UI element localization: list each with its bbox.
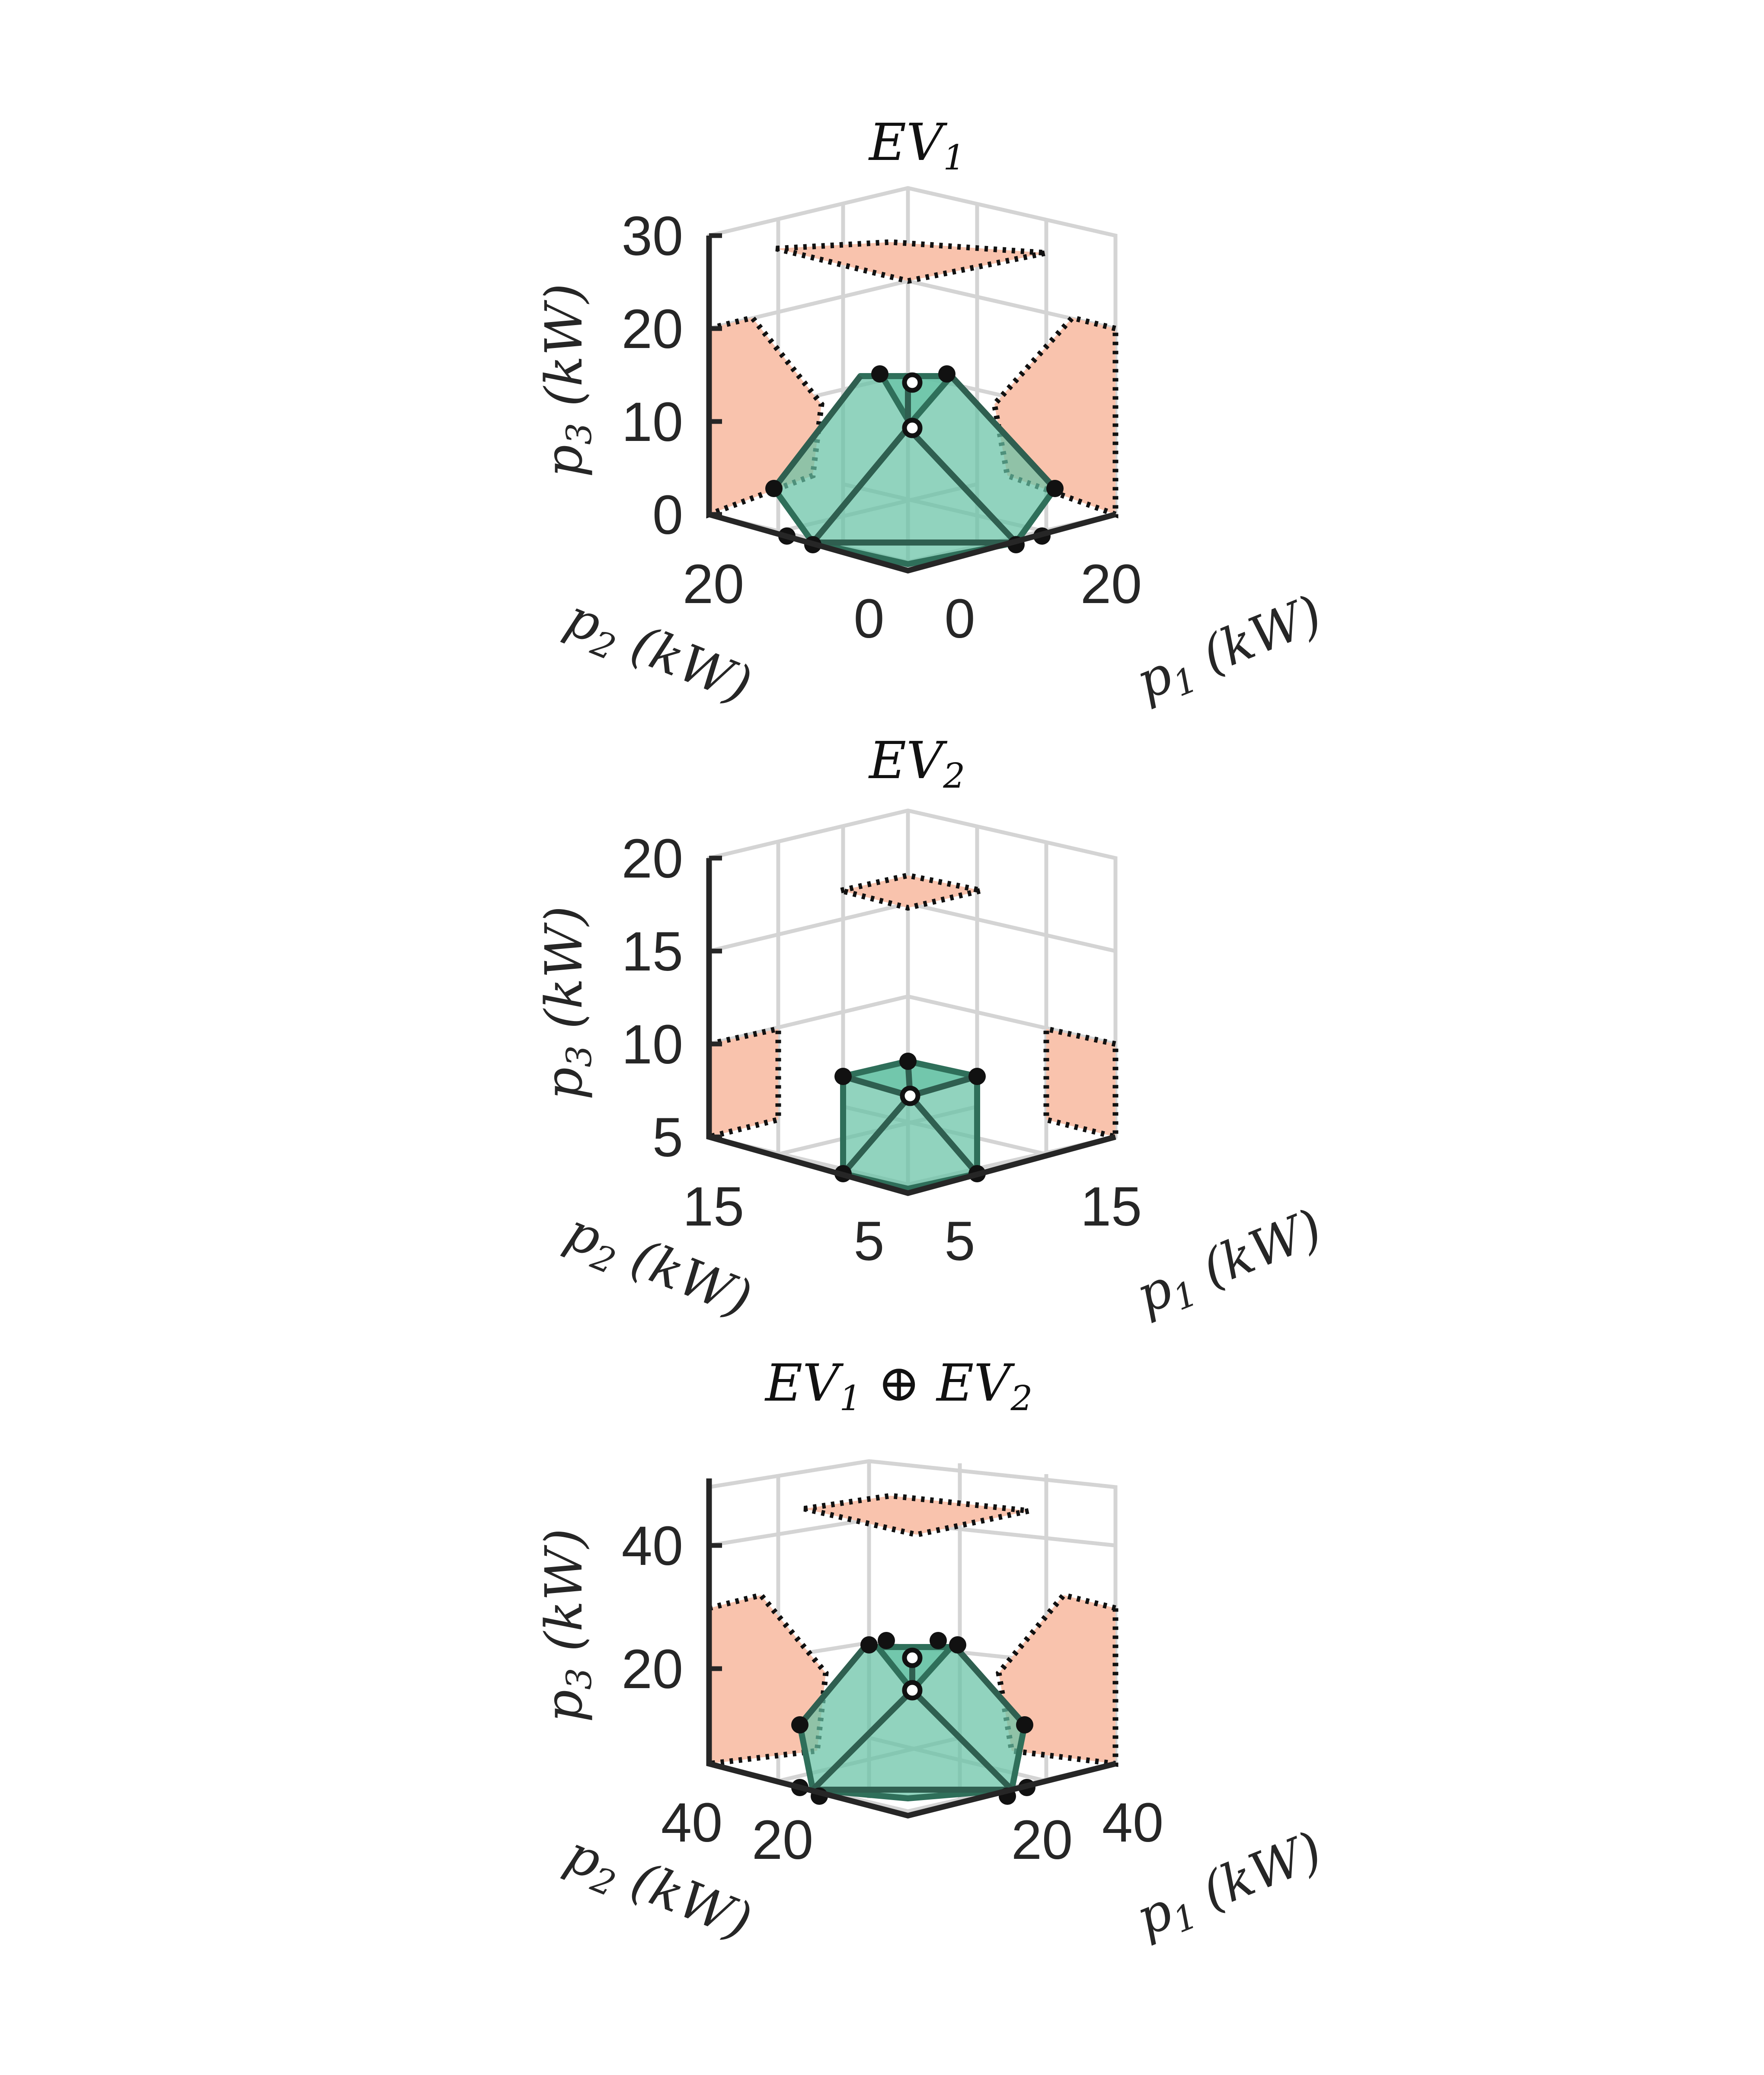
z-axis-label: p3 (kW) — [534, 906, 599, 1100]
z-tick-label: 10 — [622, 1014, 683, 1076]
y-axis-label: p2 (kW) — [556, 1823, 760, 1957]
axes — [706, 1478, 1116, 1819]
z-tick-label: 0 — [652, 484, 683, 546]
axes — [706, 233, 1116, 574]
x-tick-label: 0 — [944, 588, 975, 650]
y-tick-label: 5 — [853, 1210, 884, 1272]
z-tick-label: 10 — [622, 391, 683, 453]
vertex — [1046, 480, 1064, 497]
panel-ev1: EV1 — [534, 112, 1333, 717]
vertex — [900, 1085, 920, 1106]
z-tick-label: 20 — [622, 1638, 683, 1700]
y-tick-label: 15 — [683, 1176, 744, 1238]
x-tick-label: 40 — [1102, 1792, 1163, 1854]
x-axis-label: p1 (kW) — [1128, 584, 1333, 717]
z-tick-label: 30 — [622, 205, 683, 267]
polytope — [791, 1632, 1035, 1805]
vertex — [930, 1632, 947, 1649]
top-projection — [840, 872, 982, 911]
right-projection — [1043, 1025, 1118, 1141]
z-axis-label: p3 (kW) — [534, 284, 599, 478]
x-tick-label: 20 — [1011, 1809, 1073, 1871]
panel-ev-sum: EV1 ⊕ EV2 — [534, 1353, 1330, 1957]
panel-title: EV1 — [868, 112, 965, 178]
z-tick-label: 5 — [652, 1107, 683, 1168]
vertex — [902, 372, 923, 393]
x-axis-label: p1 (kW) — [1128, 1197, 1333, 1331]
top-projection — [775, 239, 1047, 284]
vertex — [899, 1053, 917, 1070]
vertex — [860, 1636, 878, 1654]
polytope — [834, 1053, 986, 1192]
polytope — [765, 365, 1064, 567]
x-tick-label: 20 — [1080, 553, 1142, 615]
axes — [706, 856, 1116, 1196]
z-tick-label: 15 — [622, 921, 683, 983]
vertex — [871, 365, 888, 383]
z-axis-label: p3 (kW) — [534, 1529, 599, 1723]
vertex — [938, 365, 956, 383]
z-tick-label: 40 — [622, 1515, 683, 1577]
vertex — [902, 418, 923, 438]
panel-title: EV2 — [868, 731, 965, 796]
vertex — [878, 1632, 895, 1649]
y-tick-label: 0 — [853, 588, 884, 650]
z-tick-label: 20 — [622, 298, 683, 360]
y-tick-label: 40 — [661, 1792, 722, 1854]
y-tick-label: 20 — [752, 1809, 813, 1871]
vertex — [791, 1716, 808, 1733]
x-tick-label: 5 — [944, 1210, 975, 1272]
panel-title: EV1 ⊕ EV2 — [764, 1353, 1032, 1418]
vertex — [902, 1647, 923, 1668]
y-tick-label: 20 — [683, 553, 744, 615]
vertex — [834, 1068, 852, 1085]
panel-ev2: EV2 — [534, 731, 1333, 1331]
vertex — [968, 1068, 986, 1085]
x-tick-label: 15 — [1080, 1176, 1142, 1238]
z-tick-label: 20 — [622, 828, 683, 890]
vertex — [902, 1680, 923, 1701]
vertex — [765, 480, 783, 497]
vertex — [1016, 1716, 1033, 1733]
top-projection — [803, 1493, 1030, 1538]
vertex — [949, 1636, 966, 1654]
